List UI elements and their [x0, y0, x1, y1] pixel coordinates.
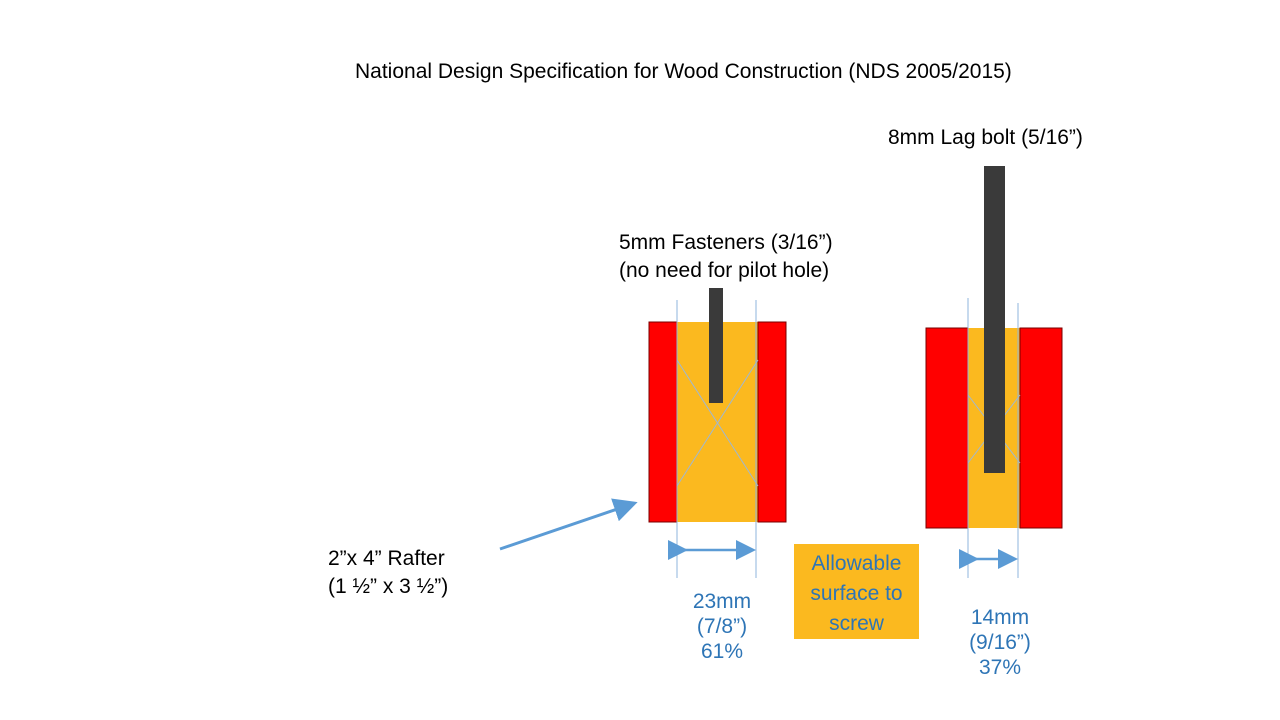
- fastener-label: 5mm Fasteners (3/16”) (no need for pilot…: [619, 229, 833, 285]
- legend-swatch: [794, 544, 919, 639]
- lag-bolt-label: 8mm Lag bolt (5/16”): [888, 126, 1083, 149]
- right-dimension-percent: 37%: [978, 656, 1022, 679]
- right-dimension-mm: 14mm: [970, 606, 1030, 629]
- left-dimension-mm: 23mm: [692, 590, 752, 613]
- rafter-label: 2”x 4” Rafter (1 ½” x 3 ½”): [328, 545, 448, 601]
- legend-text: Allowable surface to screw: [810, 552, 903, 635]
- diagram-title: National Design Specification for Wood C…: [355, 60, 1012, 83]
- right-rafter-edge-zone-left: [925, 327, 969, 529]
- left-dimension-inch: (7/8”): [696, 615, 748, 638]
- left-rafter-edge-zone-right: [757, 321, 787, 523]
- right-dimension-inch: (9/16”): [969, 631, 1031, 654]
- left-dimension-label: 23mm (7/8”) 61%: [680, 589, 764, 664]
- rafter-label-line2: (1 ½” x 3 ½”): [328, 575, 449, 598]
- rafter-label-line1: 2”x 4” Rafter: [328, 547, 445, 570]
- left-rafter: [648, 288, 787, 578]
- right-rafter-edge-zone-right: [1019, 327, 1063, 529]
- rafter-pointer-arrow: [499, 498, 638, 551]
- right-dimension-label: 14mm (9/16”) 37%: [958, 605, 1042, 680]
- fastener-label-line1: 5mm Fasteners (3/16”): [619, 231, 833, 254]
- fastener-5mm: [709, 288, 723, 403]
- right-rafter: [925, 166, 1063, 578]
- left-dimension-percent: 61%: [700, 640, 744, 663]
- fastener-label-line2: (no need for pilot hole): [619, 259, 830, 282]
- left-rafter-edge-zone-left: [648, 321, 678, 523]
- lag-bolt-8mm: [984, 166, 1005, 473]
- left-cross-line-2: [676, 359, 759, 487]
